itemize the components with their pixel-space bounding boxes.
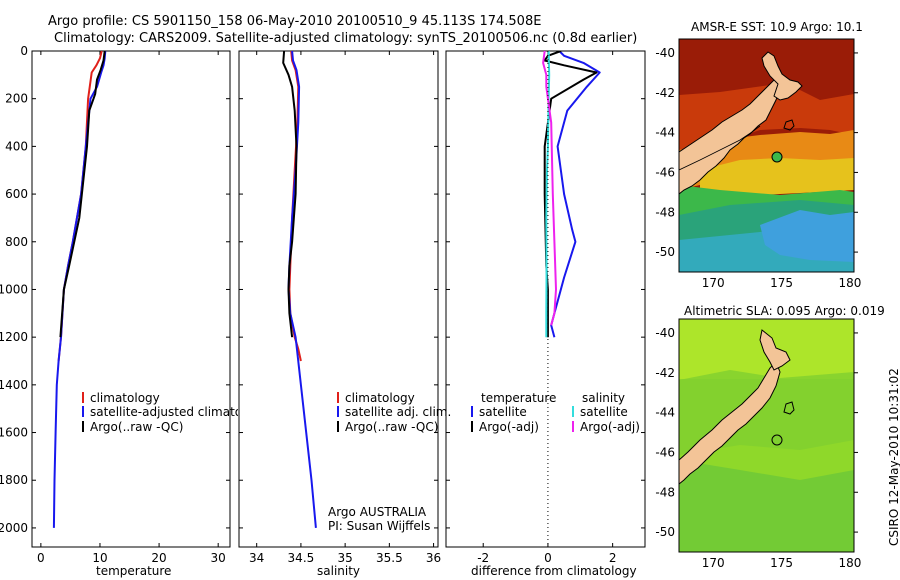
legend-sal-satellite: satellite adj. clim.: [337, 405, 451, 419]
legend-sal-argo: Argo(..raw -QC): [337, 420, 438, 434]
new-zealand-north-island-2: [759, 329, 791, 371]
temperature-panel-frame: [31, 50, 231, 548]
ytick-label-10: 2000: [0, 521, 28, 535]
ytick-label-7: 1400: [0, 378, 28, 392]
ytick-label-8: 1600: [0, 426, 28, 440]
argo-float-marker: [771, 151, 783, 163]
legend-diff-temp-argo: Argo(-adj): [471, 420, 539, 434]
figure-title-line2: Climatology: CARS2009. Satellite-adjuste…: [54, 31, 638, 46]
xtick-label-salinity-0: 34: [249, 551, 264, 565]
series-difference-2: [545, 51, 551, 338]
map-ytick-label-0-3: -46: [655, 165, 675, 179]
map-xtick-label-0-0: 170: [702, 276, 725, 290]
series-difference-0: [550, 51, 601, 338]
ytick-label-0: 0: [20, 44, 28, 58]
map-ytick-label-0-2: -44: [655, 126, 675, 140]
ytick-label-6: 1200: [0, 330, 28, 344]
sst-map-title: AMSR-E SST: 10.9 Argo: 10.1: [691, 20, 863, 34]
argo-float-marker-2: [771, 434, 783, 446]
legend-diff-sal-argo: Argo(-adj): [572, 420, 640, 434]
xtick-label-difference-0: -2: [477, 551, 489, 565]
chatham-rise-contour: [783, 119, 795, 131]
series-temperature-1: [52, 51, 107, 528]
series-temperature-2: [59, 51, 106, 338]
legend-temp-argo: Argo(..raw -QC): [82, 420, 183, 434]
series-group: [52, 51, 601, 528]
series-difference-3: [542, 51, 557, 326]
sla-map-title: Altimetric SLA: 0.095 Argo: 0.019: [684, 304, 885, 318]
timestamp: CSIRO 12-May-2010 10:31:02: [887, 368, 900, 546]
xtick-label-salinity-4: 36: [426, 551, 441, 565]
series-clip-difference: [542, 51, 601, 338]
xtick-label-salinity-2: 35: [337, 551, 352, 565]
xtick-label-difference-1: 0: [544, 551, 552, 565]
credit-line1: Argo AUSTRALIA: [328, 505, 427, 519]
sst-map: [679, 39, 854, 272]
ytick-label-1: 200: [5, 92, 28, 106]
legend-sal-climatology: climatology: [337, 391, 415, 405]
map-xtick-label-0-2: 180: [838, 276, 861, 290]
ytick-label-9: 1800: [0, 473, 28, 487]
sla-band-darkgreen: [679, 460, 854, 552]
xlabel-salinity: salinity: [317, 564, 361, 578]
new-zealand-north-island: [761, 51, 803, 101]
new-zealand-south-island: [679, 74, 781, 195]
axes-group: 0 10 20 30020040060080010001200140016001800…: [0, 44, 861, 570]
map-xtick-label-1-0: 170: [702, 556, 725, 570]
sla-map-frame: [678, 318, 855, 553]
xtick-label-temperature-3: 30: [211, 551, 226, 565]
series-clip-salinity: [282, 51, 317, 528]
map-ytick-label-1-1: -42: [655, 366, 675, 380]
map-ytick-label-1-5: -50: [655, 525, 675, 539]
map-ytick-label-1-0: -40: [655, 326, 675, 340]
xtick-label-temperature-0: 0: [37, 551, 45, 565]
ytick-label-4: 800: [5, 235, 28, 249]
map-xtick-label-1-2: 180: [838, 556, 861, 570]
salinity-panel-frame: [238, 50, 439, 548]
ytick-label-2: 400: [5, 139, 28, 153]
legend-diff-temp-header: temperature: [481, 391, 557, 405]
legend-temp-climatology: climatology: [82, 391, 160, 405]
xtick-label-temperature-2: 20: [151, 551, 166, 565]
map-ytick-label-0-4: -48: [655, 205, 675, 219]
series-salinity-2: [282, 51, 298, 338]
sla-map: [679, 319, 854, 552]
ytick-label-3: 600: [5, 187, 28, 201]
map-xtick-label-0-1: 175: [770, 276, 793, 290]
map-xtick-label-1-1: 175: [770, 556, 793, 570]
legend-temp-satellite: satellite-adjusted climatology: [82, 405, 238, 419]
map-ytick-label-0-1: -42: [655, 86, 675, 100]
new-zealand-south-island-2: [679, 361, 781, 485]
chatham-rise-contour-2: [783, 401, 795, 415]
figure-title-line1: Argo profile: CS 5901150_158 06-May-2010…: [48, 14, 542, 29]
xlabel-temperature: temperature: [96, 564, 172, 578]
xtick-label-salinity-3: 35.5: [376, 551, 403, 565]
profile-panels: [31, 50, 646, 548]
map-ytick-label-1-2: -44: [655, 406, 675, 420]
ytick-label-5: 1000: [0, 282, 28, 296]
sst-map-frame: [678, 38, 855, 273]
xtick-label-difference-2: 2: [609, 551, 617, 565]
map-ytick-label-1-4: -48: [655, 485, 675, 499]
sst-band-yellow: [700, 158, 854, 198]
legend-diff-temp-sat: satellite: [471, 405, 527, 419]
series-clip-temperature: [52, 51, 107, 528]
xtick-label-salinity-1: 34.5: [288, 551, 315, 565]
map-ytick-label-1-3: -46: [655, 445, 675, 459]
sst-band-blue: [760, 210, 854, 262]
legend-diff-sal-sat: satellite: [572, 405, 628, 419]
credit-line2: PI: Susan Wijffels: [328, 519, 431, 533]
isobath-line: [679, 125, 761, 171]
legend-diff-sal-header: salinity: [582, 391, 626, 405]
xlabel-difference: difference from climatology: [471, 564, 637, 578]
map-ytick-label-0-5: -50: [655, 245, 675, 259]
map-ytick-label-0-0: -40: [655, 46, 675, 60]
xtick-label-temperature-1: 10: [92, 551, 107, 565]
